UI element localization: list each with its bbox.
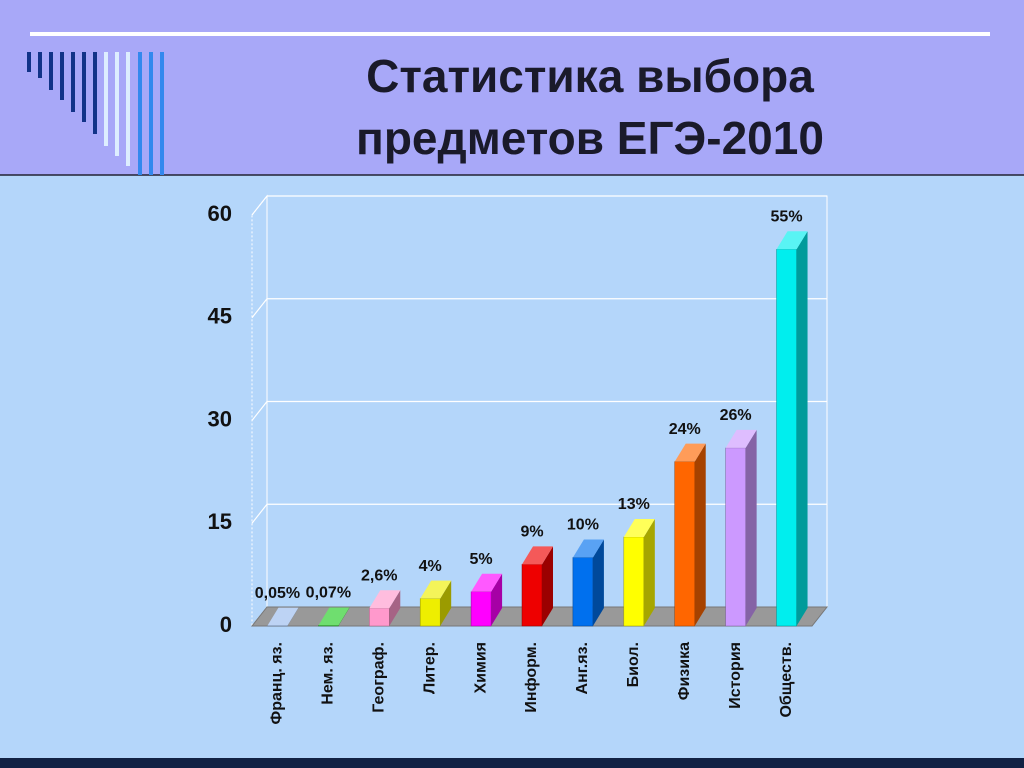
bar <box>521 546 553 627</box>
x-tick-label: Обществ. <box>778 642 795 718</box>
bar <box>725 429 757 627</box>
bar-top <box>318 607 350 626</box>
bar-front <box>419 598 441 627</box>
bar-side <box>491 573 503 626</box>
footer-band <box>0 758 1024 768</box>
value-label: 0,07% <box>306 585 351 602</box>
value-label: 13% <box>618 496 650 513</box>
bar <box>419 580 452 627</box>
x-tick-label: Нем. яз. <box>320 642 337 705</box>
bar-front <box>572 557 594 627</box>
y-tick-label: 60 <box>208 201 232 226</box>
bar-front <box>776 249 797 627</box>
bar-side <box>389 590 401 626</box>
y-tick-label: 45 <box>208 304 232 329</box>
y-tick-label: 15 <box>208 509 232 534</box>
bar-top <box>522 546 553 565</box>
value-label: 2,6% <box>361 567 397 584</box>
bar-top <box>674 443 706 462</box>
bar <box>674 443 706 627</box>
x-tick-label: Географ. <box>370 642 387 713</box>
y-tick-label: 0 <box>220 612 232 637</box>
x-tick-label: Франц. яз. <box>269 642 286 724</box>
bar <box>623 518 655 627</box>
bar-side <box>796 231 808 626</box>
value-label: 55% <box>771 208 803 225</box>
x-tick-label: Анг.яз. <box>574 642 591 694</box>
bar <box>776 231 808 627</box>
bar-side <box>694 443 706 626</box>
bar-front <box>521 564 543 627</box>
bar-side <box>643 518 655 626</box>
bar-side <box>745 429 757 626</box>
value-label: 24% <box>669 421 701 438</box>
grid-line-side <box>251 503 268 524</box>
grid-line-side <box>251 298 268 319</box>
value-label: 26% <box>720 407 752 424</box>
header-band <box>0 0 1024 175</box>
bar-top <box>623 518 655 537</box>
bar <box>267 607 299 627</box>
bar-side <box>440 580 452 626</box>
bar-top <box>267 607 299 626</box>
bar <box>470 573 503 627</box>
grid-line-side <box>251 195 268 216</box>
x-tick-label: Литер. <box>421 642 438 694</box>
bar-front <box>725 447 746 627</box>
bar <box>318 607 350 627</box>
value-label: 10% <box>567 517 599 534</box>
value-label: 0,05% <box>255 585 300 602</box>
bar-front <box>470 591 492 627</box>
chart-title: Статистика выбора предметов ЕГЭ-2010 <box>356 50 824 164</box>
bar-top <box>776 231 808 250</box>
decoration-bars <box>27 52 164 175</box>
value-label: 5% <box>470 551 493 568</box>
x-tick-label: Физика <box>676 642 693 700</box>
bar-side <box>338 607 350 626</box>
x-tick-label: Биол. <box>625 642 642 687</box>
bar-front <box>674 461 695 627</box>
bar-top <box>420 580 452 599</box>
bar-top <box>572 539 604 558</box>
bar-side <box>592 539 604 626</box>
bar-side <box>287 607 299 626</box>
bar-top <box>471 573 503 592</box>
x-tick-label: Химия <box>472 642 489 694</box>
bar <box>369 590 401 627</box>
value-label: 4% <box>419 558 442 575</box>
value-label: 9% <box>520 524 543 541</box>
bar-front <box>623 536 645 627</box>
grid-line-side <box>251 401 268 421</box>
bar <box>572 539 604 627</box>
y-tick-label: 30 <box>208 406 232 431</box>
bar-front <box>369 607 390 627</box>
title-box: Статистика выбора предметов ЕГЭ-2010 <box>356 50 824 164</box>
x-tick-label: История <box>727 642 744 709</box>
bar-side <box>542 546 553 626</box>
x-tick-label: Информ. <box>523 642 540 713</box>
bar-top <box>725 429 757 448</box>
bar-top <box>369 590 401 609</box>
